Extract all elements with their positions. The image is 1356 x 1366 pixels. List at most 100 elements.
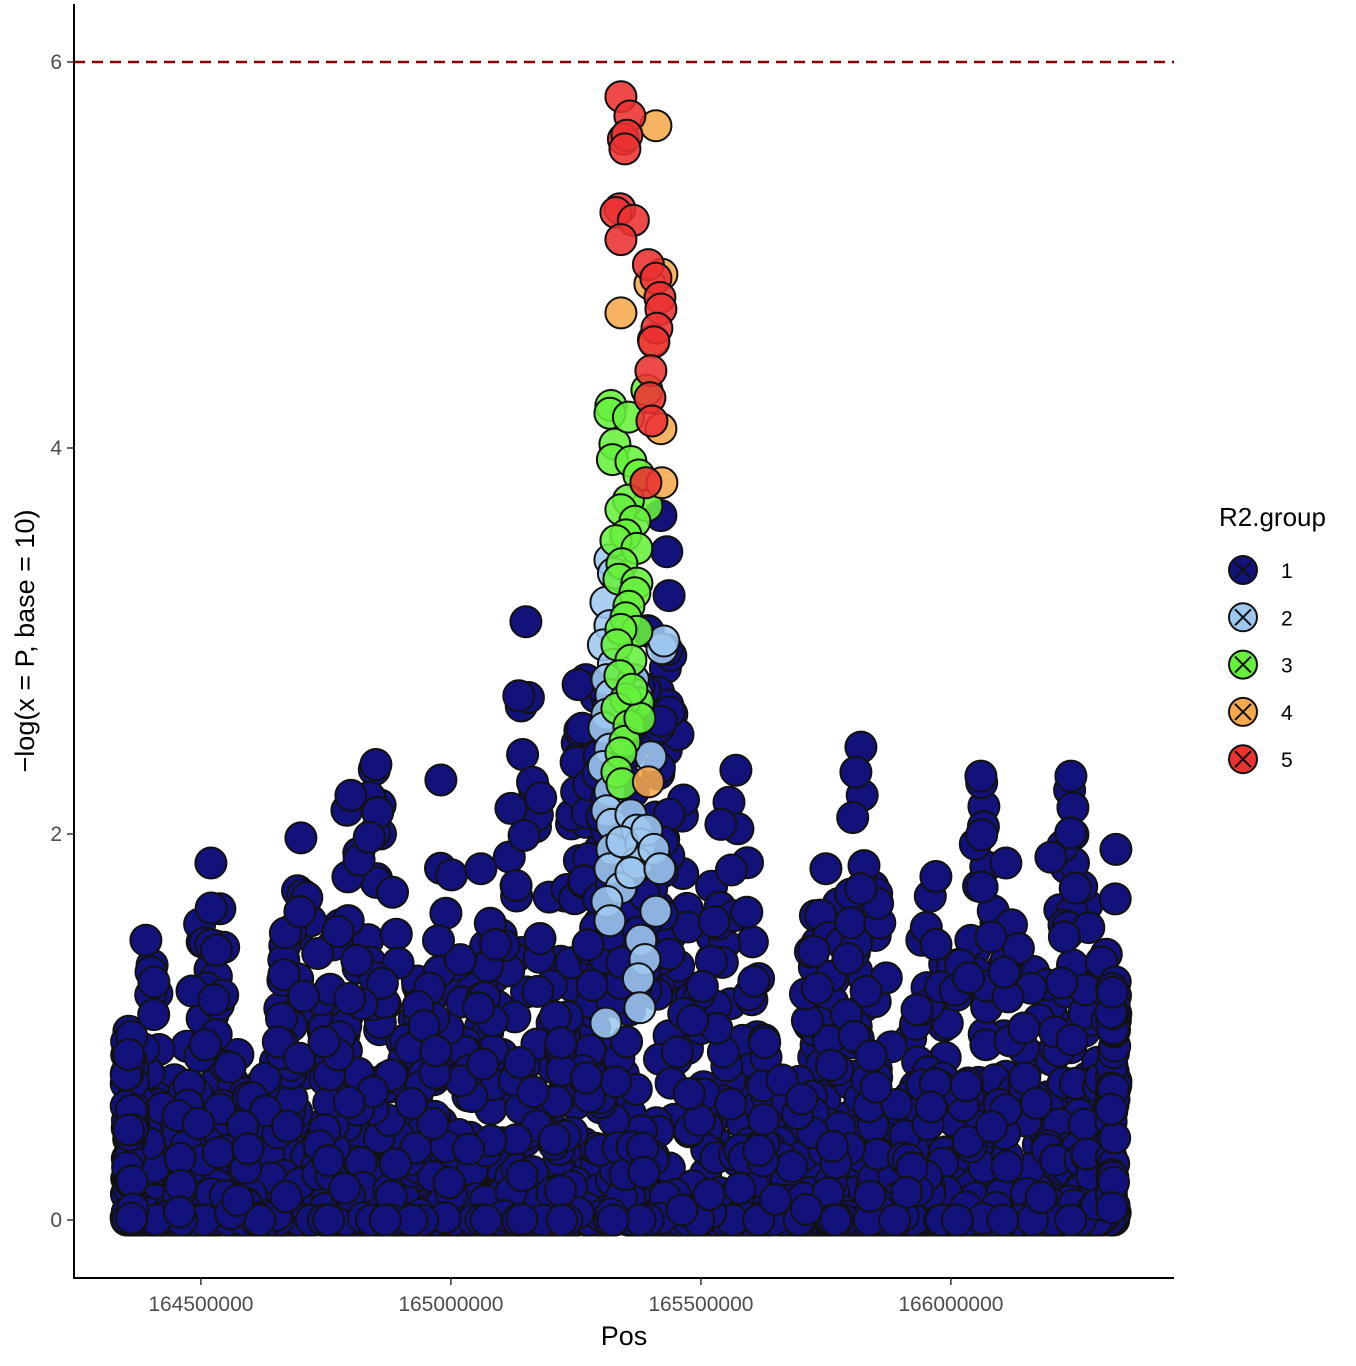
data-point-group-1: [506, 738, 540, 771]
data-point-group-1: [115, 1164, 149, 1198]
data-point-group-1: [672, 1077, 706, 1111]
y-tick-label: 0: [50, 1209, 62, 1232]
data-point-group-3: [623, 701, 657, 735]
data-point-group-1: [990, 1150, 1024, 1183]
data-point-group-1: [194, 891, 228, 925]
data-point-group-1: [359, 748, 393, 781]
data-point-group-1: [537, 1122, 571, 1156]
data-point-group-1: [685, 969, 719, 1003]
data-point-group-1: [544, 1174, 578, 1208]
data-point-group-1: [730, 895, 764, 929]
y-tick-label: 6: [50, 51, 62, 74]
y-tick-label: 2: [50, 823, 62, 846]
data-point-group-1: [524, 781, 558, 815]
x-tick-label: 166000000: [898, 1293, 1003, 1316]
data-point-group-1: [919, 860, 953, 893]
legend-item-5: 5: [1228, 744, 1293, 775]
data-point-group-1: [332, 982, 366, 1015]
data-point-group-1: [660, 1035, 694, 1069]
data-point-group-2: [623, 991, 657, 1025]
data-point-group-1: [676, 1003, 710, 1037]
x-tick-label: 165000000: [398, 1293, 503, 1316]
data-point-group-1: [974, 920, 1008, 954]
data-point-group-1: [419, 1034, 453, 1068]
data-point-group-1: [831, 942, 865, 976]
data-point-group-1: [1058, 871, 1092, 905]
data-point-group-1: [665, 1193, 699, 1227]
y-tick-label: 4: [50, 437, 62, 460]
data-point-group-1: [1095, 1191, 1129, 1224]
data-point-group-1: [269, 1180, 303, 1214]
data-point-group-1: [328, 1171, 362, 1205]
data-point-group-1: [1047, 920, 1081, 954]
data-point-group-1: [814, 1048, 848, 1082]
data-point-group-1: [307, 1025, 341, 1059]
legend-label: 2: [1281, 607, 1293, 630]
data-point-group-1: [137, 998, 171, 1032]
data-point-group-1: [516, 1075, 550, 1109]
data-point-group-1: [505, 1159, 539, 1193]
data-point-group-1: [849, 974, 883, 1008]
data-point-group-1: [503, 1046, 537, 1079]
data-point-group-1: [499, 869, 533, 902]
x-axis-title: Pos: [601, 1321, 648, 1351]
data-point-group-1: [523, 922, 557, 955]
data-point-group-1: [1034, 840, 1068, 874]
data-point-group-1: [379, 917, 413, 951]
legend-title: R2.group: [1219, 502, 1326, 532]
data-point-group-1: [283, 895, 317, 929]
data-point-group-1: [965, 870, 999, 904]
data-point-group-2: [589, 1006, 623, 1040]
data-point-group-1: [545, 1203, 579, 1237]
data-point-group-1: [940, 1203, 974, 1237]
data-point-group-1: [502, 679, 536, 713]
data-point-group-1: [478, 928, 512, 961]
data-point-group-1: [464, 852, 498, 886]
legend-item-4: 4: [1228, 696, 1293, 727]
data-point-group-1: [114, 1201, 148, 1235]
data-point-group-1: [737, 964, 771, 998]
data-point-group-3: [615, 672, 649, 706]
data-point-group-1: [112, 1038, 146, 1072]
data-point-group-1: [989, 846, 1023, 880]
data-point-group-1: [376, 875, 409, 909]
legend-key-cross: [1234, 750, 1252, 768]
data-point-group-1: [287, 979, 320, 1013]
data-point-group-1: [378, 1147, 412, 1181]
data-point-group-2: [643, 852, 677, 886]
data-point-group-1: [340, 943, 374, 977]
data-point-group-1: [443, 943, 477, 977]
data-point-group-1: [1054, 1203, 1088, 1237]
data-point-group-2: [621, 962, 655, 996]
data-point-group-1: [416, 1106, 450, 1140]
data-point-group-1: [394, 1086, 428, 1120]
legend-item-3: 3: [1228, 649, 1293, 680]
data-point-group-5: [608, 132, 642, 166]
data-point-group-1: [365, 966, 399, 1000]
data-point-group-1: [878, 1203, 911, 1237]
data-point-group-1: [352, 820, 386, 854]
data-point-group-5: [637, 325, 671, 359]
data-point-group-1: [570, 1061, 603, 1095]
data-point-group-1: [819, 1203, 853, 1237]
data-point-group-1: [112, 1113, 146, 1147]
data-point-group-1: [270, 1109, 304, 1143]
data-point-group-1: [231, 1132, 265, 1166]
data-point-group-1: [194, 846, 228, 880]
data-point-group-1: [789, 1192, 823, 1226]
legend-item-1: 1: [1228, 555, 1293, 585]
data-point-group-1: [785, 1082, 819, 1116]
data-point-group-1: [836, 801, 870, 835]
data-point-group-1: [1094, 1092, 1128, 1126]
data-point-group-1: [986, 1203, 1020, 1237]
data-point-group-1: [469, 1203, 503, 1237]
data-point-group-1: [452, 1132, 485, 1166]
data-point-group-2: [593, 904, 627, 938]
data-point-group-1: [735, 925, 769, 959]
data-point-group-4: [604, 296, 638, 330]
legend-label: 4: [1281, 702, 1293, 725]
data-point-group-1: [949, 1069, 983, 1103]
data-point-group-1: [311, 1144, 345, 1178]
data-point-group-1: [650, 535, 684, 569]
